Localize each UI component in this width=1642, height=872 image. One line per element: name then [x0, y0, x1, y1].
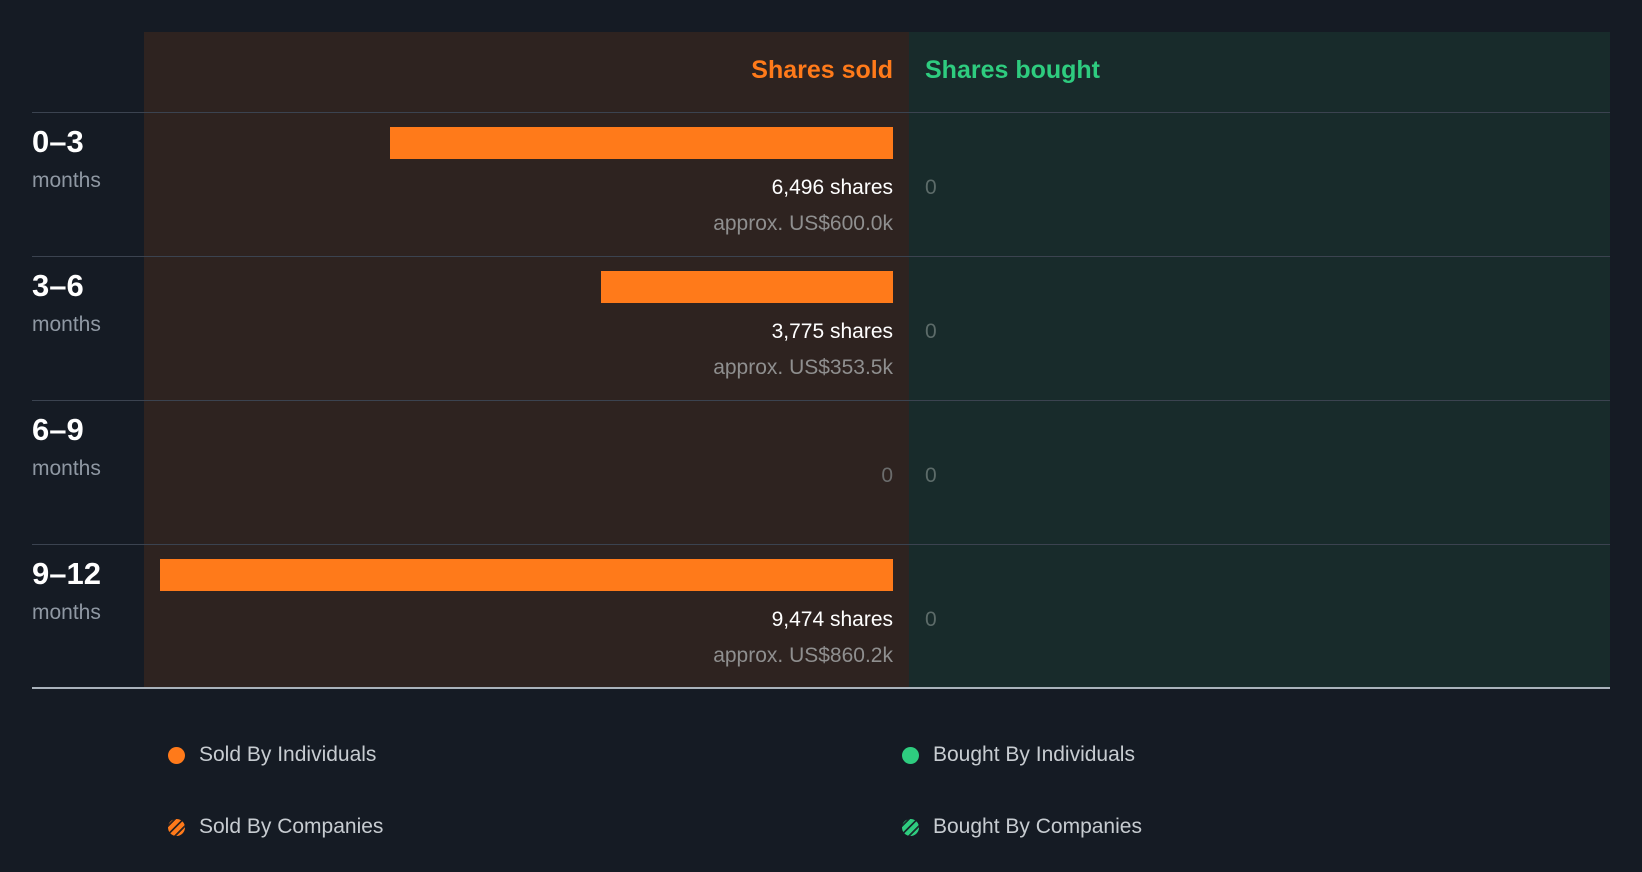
- bought-zero-label: 0: [925, 176, 937, 199]
- legend-bought-companies: Bought By Companies: [902, 812, 1142, 842]
- period-row: 6–9 months 0 0: [0, 400, 1642, 544]
- legend-label: Sold By Individuals: [199, 743, 377, 766]
- sold-approx-value: approx. US$353.5k: [713, 356, 893, 379]
- period-unit: months: [32, 169, 101, 192]
- period-row: 9–12 months 9,474 shares approx. US$860.…: [0, 544, 1642, 688]
- shares-bought-header: Shares bought: [925, 56, 1101, 84]
- green-dot-icon: [902, 746, 919, 764]
- shares-sold-header: Shares sold: [751, 56, 893, 84]
- chart-baseline: [32, 687, 1610, 689]
- sold-zero-label: 0: [881, 464, 893, 487]
- bought-zero-label: 0: [925, 464, 937, 487]
- sold-approx-value: approx. US$600.0k: [713, 212, 893, 235]
- shares-bought-panel: [909, 32, 1610, 688]
- row-divider: [32, 112, 1610, 113]
- sold-shares-count: 3,775 shares: [771, 320, 893, 343]
- sold-bar: [601, 271, 893, 303]
- period-unit: months: [32, 313, 101, 336]
- row-divider: [32, 256, 1610, 257]
- row-divider: [32, 544, 1610, 545]
- legend-sold-companies: Sold By Companies: [168, 812, 383, 842]
- green-striped-dot-icon: [902, 818, 919, 836]
- legend-bought-individuals: Bought By Individuals: [902, 740, 1135, 770]
- period-unit: months: [32, 601, 101, 624]
- legend-label: Bought By Individuals: [933, 743, 1135, 766]
- sold-shares-count: 9,474 shares: [771, 608, 893, 631]
- period-row: 3–6 months 3,775 shares approx. US$353.5…: [0, 256, 1642, 400]
- period-label: 9–12: [32, 556, 101, 591]
- period-label: 3–6: [32, 268, 84, 303]
- legend-label: Bought By Companies: [933, 815, 1142, 838]
- orange-striped-dot-icon: [168, 818, 185, 836]
- orange-dot-icon: [168, 746, 185, 764]
- legend-label: Sold By Companies: [199, 815, 384, 838]
- period-unit: months: [32, 457, 101, 480]
- sold-bar: [390, 127, 893, 159]
- bought-zero-label: 0: [925, 320, 937, 343]
- row-divider: [32, 400, 1610, 401]
- sold-bar: [160, 559, 893, 591]
- period-label: 0–3: [32, 124, 84, 159]
- sold-approx-value: approx. US$860.2k: [713, 644, 893, 667]
- period-label: 6–9: [32, 412, 84, 447]
- legend-sold-individuals: Sold By Individuals: [168, 740, 376, 770]
- bought-zero-label: 0: [925, 608, 937, 631]
- period-row: 0–3 months 6,496 shares approx. US$600.0…: [0, 112, 1642, 256]
- sold-shares-count: 6,496 shares: [771, 176, 893, 199]
